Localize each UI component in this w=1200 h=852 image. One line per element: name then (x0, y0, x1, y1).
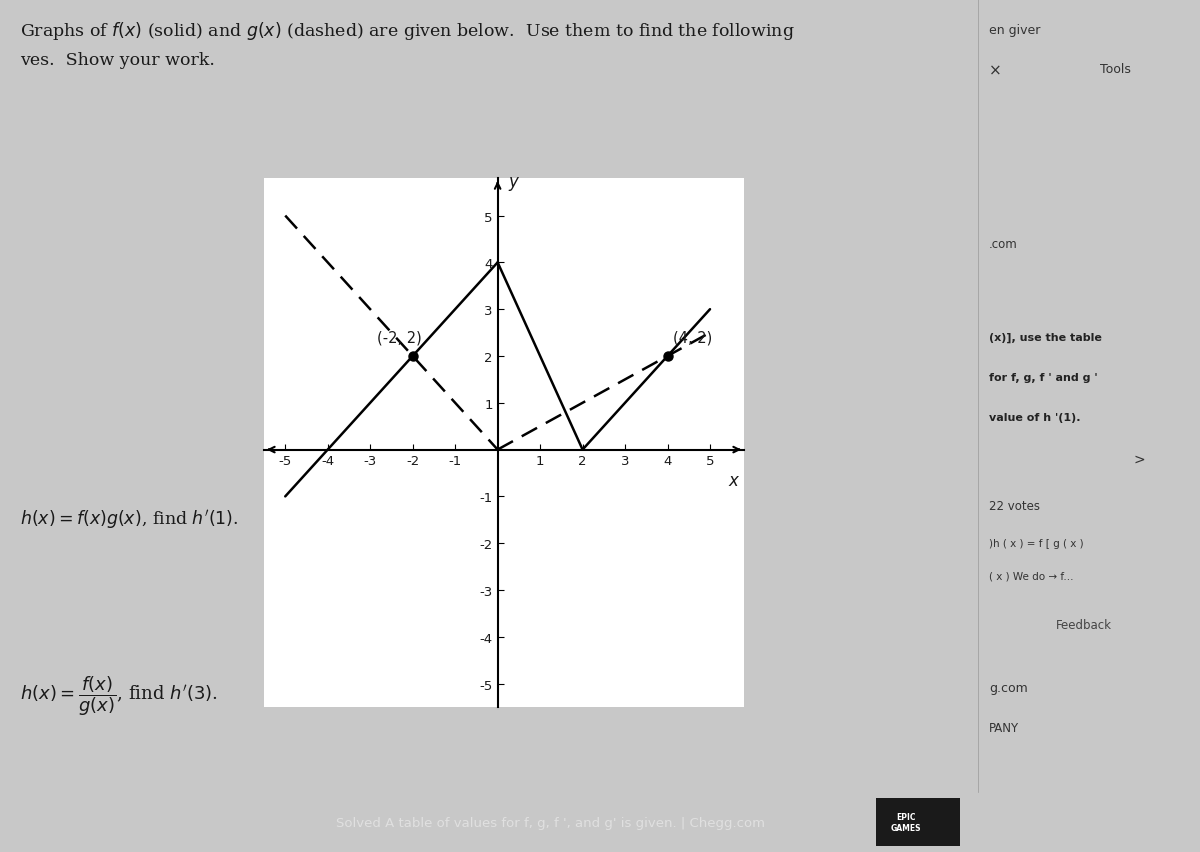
Text: EPIC
GAMES: EPIC GAMES (890, 813, 922, 832)
Text: )h ( x ) = f [ g ( x ): )h ( x ) = f [ g ( x ) (989, 538, 1084, 549)
Text: for f, g, f ' and g ': for f, g, f ' and g ' (989, 372, 1098, 383)
Text: ×: × (989, 63, 1002, 78)
Text: $h(x) = f(x)g(x)$, find $h'(1)$.: $h(x) = f(x)g(x)$, find $h'(1)$. (19, 507, 238, 530)
Text: x: x (728, 471, 738, 489)
Text: (-2, 2): (-2, 2) (377, 331, 421, 346)
Text: .com: .com (989, 238, 1018, 250)
Text: en giver: en giver (989, 24, 1040, 37)
Text: ( x ) We do → f...: ( x ) We do → f... (989, 571, 1074, 580)
Text: 22 votes: 22 votes (989, 499, 1040, 512)
Text: (x)], use the table: (x)], use the table (989, 333, 1102, 343)
Text: Feedback: Feedback (1056, 618, 1111, 631)
Text: Tools: Tools (1100, 63, 1130, 77)
Text: PANY: PANY (989, 721, 1019, 734)
Text: Solved A table of values for f, g, f ', and g' is given. | Chegg.com: Solved A table of values for f, g, f ', … (336, 815, 766, 829)
Text: >: > (1133, 452, 1145, 466)
Text: (4, 2): (4, 2) (673, 331, 712, 346)
Text: $h(x) = \dfrac{f(x)}{g(x)}$, find $h'(3)$.: $h(x) = \dfrac{f(x)}{g(x)}$, find $h'(3)… (19, 673, 217, 717)
Text: g.com: g.com (989, 682, 1028, 694)
Text: Graphs of $f(x)$ (solid) and $g(x)$ (dashed) are given below.  Use them to find : Graphs of $f(x)$ (solid) and $g(x)$ (das… (19, 20, 794, 42)
Text: value of h '(1).: value of h '(1). (989, 412, 1080, 422)
Text: y: y (509, 173, 518, 191)
Bar (876, 798, 960, 846)
Text: ves.  Show your work.: ves. Show your work. (19, 51, 215, 68)
